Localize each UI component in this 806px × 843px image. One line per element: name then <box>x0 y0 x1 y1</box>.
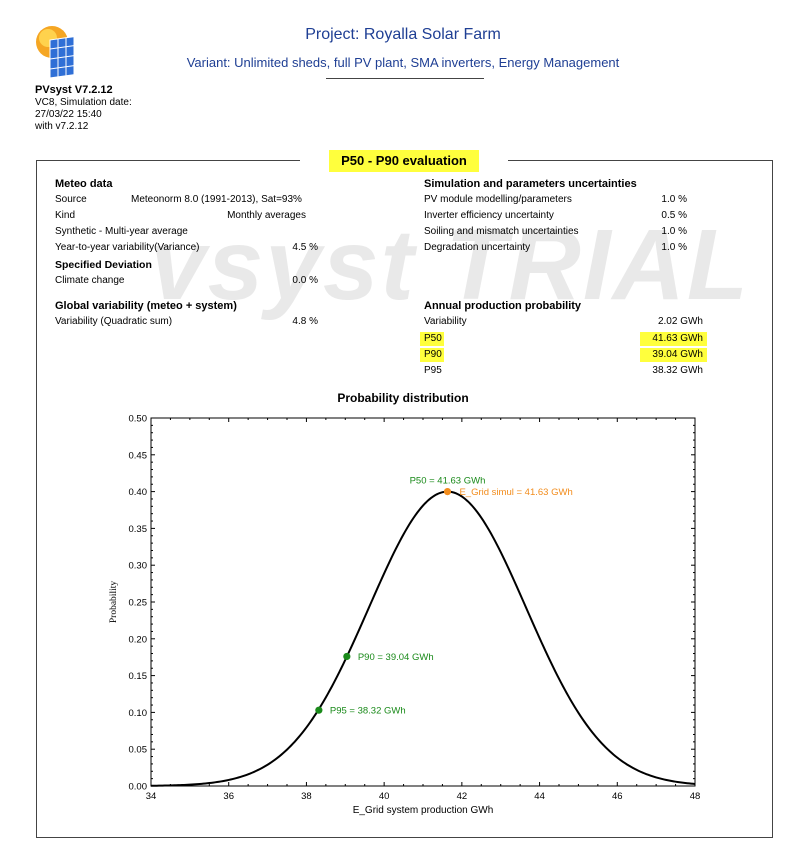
y-tick-label: 0.40 <box>129 487 148 498</box>
uncertainty-value: 1.0 % <box>661 226 687 237</box>
y-tick-label: 0.50 <box>129 414 148 425</box>
global-variability-heading: Global variability (meteo + system) <box>55 300 237 312</box>
marker-point <box>315 706 323 714</box>
p95-value: 38.32 GWh <box>652 365 703 376</box>
plot-area <box>150 417 696 787</box>
variant-title: Variant: Unlimited sheds, full PV plant,… <box>186 55 620 70</box>
y-tick-label: 0.15 <box>129 671 148 682</box>
point-label: P95 = 38.32 GWh <box>330 706 406 717</box>
y-tick-label: 0.00 <box>129 782 148 793</box>
app-info: PVsyst V7.2.12 VC8, Simulation date: 27/… <box>35 84 132 133</box>
x-tick-label: 44 <box>534 791 545 802</box>
x-tick-label: 40 <box>379 791 390 802</box>
x-tick-label: 46 <box>612 791 623 802</box>
app-line2: 27/03/22 15:40 <box>35 109 102 120</box>
global-variability-value: 4.8 % <box>292 316 318 327</box>
y-tick-label: 0.35 <box>129 524 148 535</box>
global-variability-label: Variability (Quadratic sum) <box>55 316 173 327</box>
x-tick-label: 42 <box>457 791 468 802</box>
marker-point <box>443 488 452 496</box>
source-value: Meteonorm 8.0 (1991-2013), Sat=93% <box>131 194 302 205</box>
uncertainty-value: 0.5 % <box>661 210 687 221</box>
specified-deviation-heading: Specified Deviation <box>55 259 152 271</box>
project-title: Project: Royalla Solar Farm <box>305 26 501 43</box>
variability-label: Year-to-year variability(Variance) <box>55 242 200 253</box>
marker-point <box>343 652 351 661</box>
app-name: PVsyst V7.2.12 <box>35 84 113 96</box>
kind-label: Kind <box>55 210 76 221</box>
y-tick-label: 0.25 <box>129 598 148 609</box>
annual-heading: Annual production probability <box>424 300 582 312</box>
p90-label: P90 <box>420 348 444 362</box>
p50-label: P50 <box>420 332 444 346</box>
climate-label: Climate change <box>55 275 125 286</box>
uncertainty-label: Inverter efficiency uncertainty <box>424 210 554 221</box>
meteo-heading: Meteo data <box>55 178 113 190</box>
y-tick-label: 0.10 <box>129 708 148 719</box>
app-line3: with v7.2.12 <box>35 121 89 132</box>
p90-value: 39.04 GWh <box>640 348 707 362</box>
e-grid-annotation: E_Grid simul = 41.63 GWh <box>459 487 572 498</box>
p95-label: P95 <box>424 365 442 376</box>
section-title-text: P50 - P90 evaluation <box>329 150 479 172</box>
x-tick-label: 34 <box>146 791 157 802</box>
app-line1: VC8, Simulation date: <box>35 97 132 108</box>
uncertainties-heading: Simulation and parameters uncertainties <box>424 178 637 190</box>
synthetic-label: Synthetic - Multi-year average <box>55 226 188 237</box>
chart-title: Probability distribution <box>337 391 469 405</box>
p50-annotation: P50 = 41.63 GWh <box>410 476 486 487</box>
y-tick-label: 0.20 <box>129 634 148 645</box>
climate-value: 0.0 % <box>292 275 318 286</box>
x-tick-label: 36 <box>223 791 234 802</box>
y-tick-label: 0.30 <box>129 561 148 572</box>
uncertainty-value: 1.0 % <box>661 242 687 253</box>
pvsyst-logo-icon <box>34 22 78 79</box>
uncertainty-value: 1.0 % <box>661 194 687 205</box>
annual-variability-value: 2.02 GWh <box>657 316 703 327</box>
uncertainty-label: Soiling and mismatch uncertainties <box>424 226 579 237</box>
variability-value: 4.5 % <box>292 242 318 253</box>
y-tick-label: 0.45 <box>129 450 148 461</box>
title-divider <box>326 78 484 79</box>
annual-variability-label: Variability <box>424 316 467 327</box>
uncertainty-label: PV module modelling/parameters <box>424 194 572 205</box>
x-tick-label: 48 <box>690 791 701 802</box>
kind-value: Monthly averages <box>227 210 306 221</box>
y-axis-label: Probability <box>109 581 119 623</box>
distribution-curve <box>150 490 696 787</box>
section-title: P50 - P90 evaluation <box>300 150 508 172</box>
uncertainty-label: Degradation uncertainty <box>424 242 531 253</box>
source-label: Source <box>55 194 87 205</box>
x-axis-label: E_Grid system production GWh <box>353 805 494 816</box>
y-tick-label: 0.05 <box>129 745 148 756</box>
x-tick-label: 38 <box>301 791 312 802</box>
point-label: P90 = 39.04 GWh <box>358 652 434 663</box>
p50-value: 41.63 GWh <box>640 332 707 346</box>
